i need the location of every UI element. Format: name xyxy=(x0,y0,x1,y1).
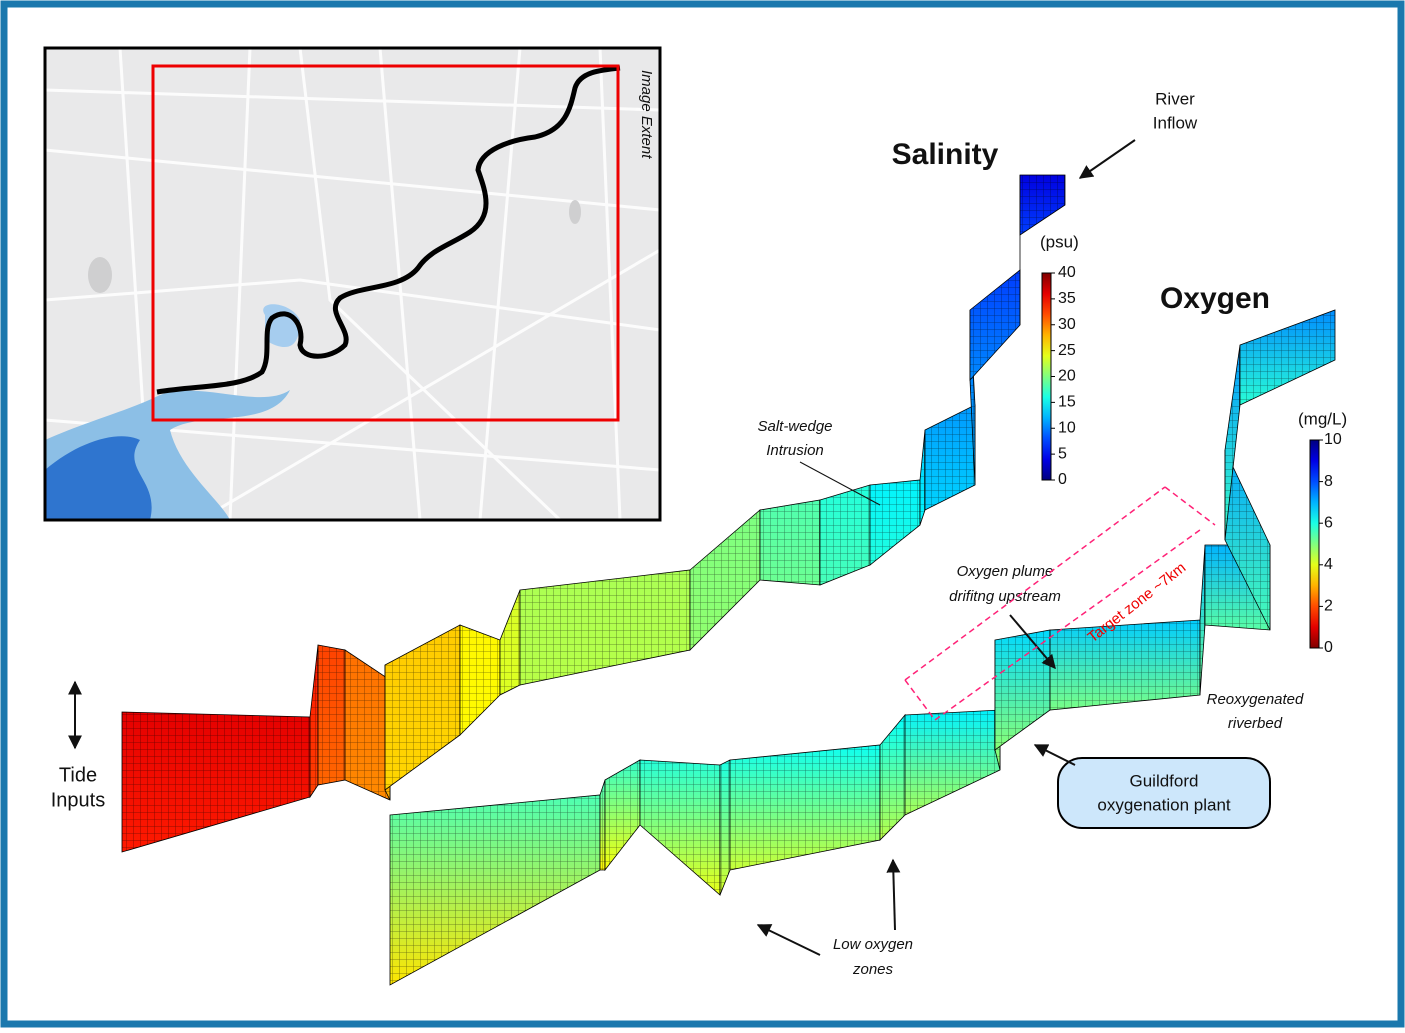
image-extent-label: Image Extent xyxy=(638,70,655,159)
oxygen-title: Oxygen xyxy=(1160,282,1270,315)
reoxygenated-label: riverbed xyxy=(1228,715,1283,732)
river-inflow-label: River xyxy=(1155,89,1195,108)
salinity-colorbar xyxy=(1041,272,1052,481)
oxygen-colorbar xyxy=(1309,439,1320,649)
oxygen-plume-label: drifitng upstream xyxy=(949,588,1061,605)
leader-line xyxy=(799,461,881,506)
arrow xyxy=(1009,614,1056,670)
salt-wedge-label: Intrusion xyxy=(766,442,824,459)
oxygen-tick-label: 0 xyxy=(1324,639,1333,656)
arrow xyxy=(1033,744,1076,766)
oxygen-tick-label: 6 xyxy=(1324,514,1333,531)
oxygen-tick-label: 2 xyxy=(1324,598,1333,615)
salinity-unit: (psu) xyxy=(1040,232,1079,251)
arrow xyxy=(756,924,821,956)
target-zone-box xyxy=(904,486,1216,721)
plant-label: Guildford xyxy=(1130,771,1199,790)
low-oxygen-label: zones xyxy=(852,961,894,978)
oxygen-plume-label: Oxygen plume xyxy=(957,563,1054,580)
salinity-tick-label: 20 xyxy=(1058,368,1076,385)
salinity-tick-label: 30 xyxy=(1058,316,1076,333)
low-oxygen-label: Low oxygen xyxy=(833,936,913,953)
salinity-tick-label: 10 xyxy=(1058,419,1076,436)
salinity-tick-label: 40 xyxy=(1058,264,1076,281)
salinity-tick-label: 25 xyxy=(1058,342,1076,359)
oxygen-tick-label: 10 xyxy=(1324,431,1342,448)
map-inset xyxy=(45,48,660,520)
reoxygenated-label: Reoxygenated xyxy=(1207,691,1304,708)
oxygen-tick-label: 4 xyxy=(1324,556,1333,573)
salinity-title: Salinity xyxy=(892,138,999,171)
tide-label: Tide xyxy=(59,764,97,786)
oxygen-unit: (mg/L) xyxy=(1298,409,1347,428)
salt-wedge-label: Salt-wedge xyxy=(757,418,832,435)
arrow xyxy=(1078,139,1136,179)
plant-box xyxy=(1057,757,1271,829)
oxygen-tick-label: 8 xyxy=(1324,473,1333,490)
river-inflow-label: Inflow xyxy=(1153,113,1198,132)
ribbons xyxy=(121,174,1336,986)
arrow xyxy=(886,858,901,931)
salinity-tick-label: 35 xyxy=(1058,290,1076,307)
plant-label: oxygenation plant xyxy=(1097,795,1231,814)
map-border xyxy=(43,46,662,522)
salinity-tick-label: 0 xyxy=(1058,471,1067,488)
salinity-tick-label: 15 xyxy=(1058,394,1076,411)
salinity-tick-label: 5 xyxy=(1058,445,1067,462)
tide-label: Inputs xyxy=(51,789,105,811)
